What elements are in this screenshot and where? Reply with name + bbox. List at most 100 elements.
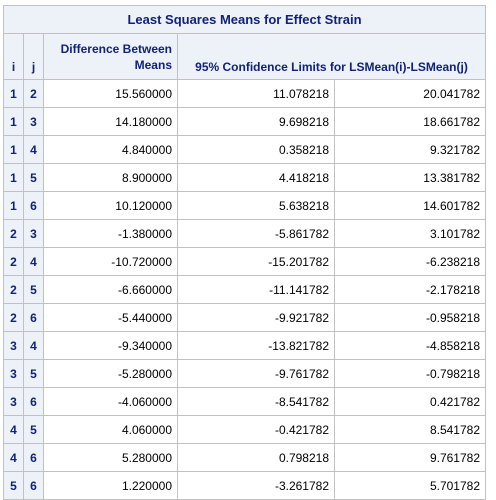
row-i-cell: 4 <box>3 443 24 472</box>
difference-cell: 8.900000 <box>43 163 178 192</box>
difference-cell: -1.380000 <box>43 219 178 248</box>
lower-limit-cell: 4.418218 <box>177 163 335 192</box>
row-j-cell: 6 <box>23 443 44 472</box>
difference-cell: -9.340000 <box>43 331 178 360</box>
lower-limit-cell: -0.421782 <box>177 415 335 444</box>
difference-cell: -5.280000 <box>43 359 178 388</box>
title-row: Least Squares Means for Effect Strain <box>3 5 486 34</box>
row-j-cell: 6 <box>23 191 44 220</box>
upper-limit-cell: -0.798218 <box>334 359 486 388</box>
row-i-cell: 1 <box>3 79 24 108</box>
table-row: 4 6 5.280000 0.798218 9.761782 <box>3 443 486 472</box>
difference-cell: -4.060000 <box>43 387 178 416</box>
upper-limit-cell: 13.381782 <box>334 163 486 192</box>
row-i-cell: 2 <box>3 219 24 248</box>
table-row: 2 5 -6.660000 -11.141782 -2.178218 <box>3 275 486 304</box>
difference-cell: 4.060000 <box>43 415 178 444</box>
row-j-cell: 3 <box>23 107 44 136</box>
table-row: 1 3 14.180000 9.698218 18.661782 <box>3 107 486 136</box>
table-row: 1 6 10.120000 5.638218 14.601782 <box>3 191 486 220</box>
difference-cell: 5.280000 <box>43 443 178 472</box>
lsmeans-difference-table: Least Squares Means for Effect Strain i … <box>3 5 486 500</box>
upper-limit-cell: 20.041782 <box>334 79 486 108</box>
row-i-cell: 2 <box>3 275 24 304</box>
row-i-cell: 3 <box>3 359 24 388</box>
table-row: 2 3 -1.380000 -5.861782 3.101782 <box>3 219 486 248</box>
upper-limit-cell: 5.701782 <box>334 471 486 500</box>
table-row: 3 6 -4.060000 -8.541782 0.421782 <box>3 387 486 416</box>
lower-limit-cell: 0.798218 <box>177 443 335 472</box>
column-header-confidence-limits: 95% Confidence Limits for LSMean(i)-LSMe… <box>177 33 486 80</box>
upper-limit-cell: 14.601782 <box>334 191 486 220</box>
row-j-cell: 5 <box>23 163 44 192</box>
column-header-difference-line2: Means <box>134 57 172 72</box>
upper-limit-cell: -2.178218 <box>334 275 486 304</box>
difference-cell: 10.120000 <box>43 191 178 220</box>
lower-limit-cell: -5.861782 <box>177 219 335 248</box>
row-j-cell: 5 <box>23 275 44 304</box>
column-header-difference: Difference Between Means <box>43 33 178 80</box>
row-j-cell: 6 <box>23 387 44 416</box>
table-row: 2 4 -10.720000 -15.201782 -6.238218 <box>3 247 486 276</box>
row-i-cell: 5 <box>3 471 24 500</box>
lower-limit-cell: 9.698218 <box>177 107 335 136</box>
lower-limit-cell: -15.201782 <box>177 247 335 276</box>
table-row: 2 6 -5.440000 -9.921782 -0.958218 <box>3 303 486 332</box>
row-i-cell: 1 <box>3 163 24 192</box>
row-i-cell: 1 <box>3 135 24 164</box>
lower-limit-cell: -11.141782 <box>177 275 335 304</box>
upper-limit-cell: 3.101782 <box>334 219 486 248</box>
difference-cell: -6.660000 <box>43 275 178 304</box>
row-i-cell: 2 <box>3 303 24 332</box>
table-row: 1 5 8.900000 4.418218 13.381782 <box>3 163 486 192</box>
table-row: 1 2 15.560000 11.078218 20.041782 <box>3 79 486 108</box>
row-i-cell: 3 <box>3 331 24 360</box>
table-header: Least Squares Means for Effect Strain i … <box>3 5 486 80</box>
difference-cell: -10.720000 <box>43 247 178 276</box>
upper-limit-cell: 9.321782 <box>334 135 486 164</box>
table-row: 3 5 -5.280000 -9.761782 -0.798218 <box>3 359 486 388</box>
upper-limit-cell: -0.958218 <box>334 303 486 332</box>
row-j-cell: 4 <box>23 331 44 360</box>
row-i-cell: 1 <box>3 107 24 136</box>
upper-limit-cell: 8.541782 <box>334 415 486 444</box>
row-j-cell: 5 <box>23 415 44 444</box>
difference-cell: 14.180000 <box>43 107 178 136</box>
table-body: 1 2 15.560000 11.078218 20.041782 1 3 14.180000… <box>3 79 486 500</box>
lower-limit-cell: 11.078218 <box>177 79 335 108</box>
column-header-i: i <box>3 33 24 80</box>
row-i-cell: 2 <box>3 247 24 276</box>
row-j-cell: 5 <box>23 359 44 388</box>
row-j-cell: 6 <box>23 303 44 332</box>
lower-limit-cell: -3.261782 <box>177 471 335 500</box>
row-j-cell: 6 <box>23 471 44 500</box>
difference-cell: -5.440000 <box>43 303 178 332</box>
column-header-difference-line1: Difference Between <box>60 41 172 56</box>
row-j-cell: 2 <box>23 79 44 108</box>
table-row: 3 4 -9.340000 -13.821782 -4.858218 <box>3 331 486 360</box>
table-row: 4 5 4.060000 -0.421782 8.541782 <box>3 415 486 444</box>
lower-limit-cell: -8.541782 <box>177 387 335 416</box>
row-i-cell: 4 <box>3 415 24 444</box>
row-i-cell: 3 <box>3 387 24 416</box>
table-row: 1 4 4.840000 0.358218 9.321782 <box>3 135 486 164</box>
table-row: 5 6 1.220000 -3.261782 5.701782 <box>3 471 486 500</box>
lower-limit-cell: -9.761782 <box>177 359 335 388</box>
column-header-row: i j Difference Between Means 95% Confide… <box>3 33 486 80</box>
column-header-j: j <box>23 33 44 80</box>
row-j-cell: 4 <box>23 247 44 276</box>
row-j-cell: 4 <box>23 135 44 164</box>
row-j-cell: 3 <box>23 219 44 248</box>
lower-limit-cell: 5.638218 <box>177 191 335 220</box>
upper-limit-cell: -6.238218 <box>334 247 486 276</box>
lower-limit-cell: -9.921782 <box>177 303 335 332</box>
upper-limit-cell: 9.761782 <box>334 443 486 472</box>
lower-limit-cell: 0.358218 <box>177 135 335 164</box>
row-i-cell: 1 <box>3 191 24 220</box>
difference-cell: 1.220000 <box>43 471 178 500</box>
table-title: Least Squares Means for Effect Strain <box>3 5 486 34</box>
upper-limit-cell: 0.421782 <box>334 387 486 416</box>
difference-cell: 15.560000 <box>43 79 178 108</box>
upper-limit-cell: -4.858218 <box>334 331 486 360</box>
upper-limit-cell: 18.661782 <box>334 107 486 136</box>
